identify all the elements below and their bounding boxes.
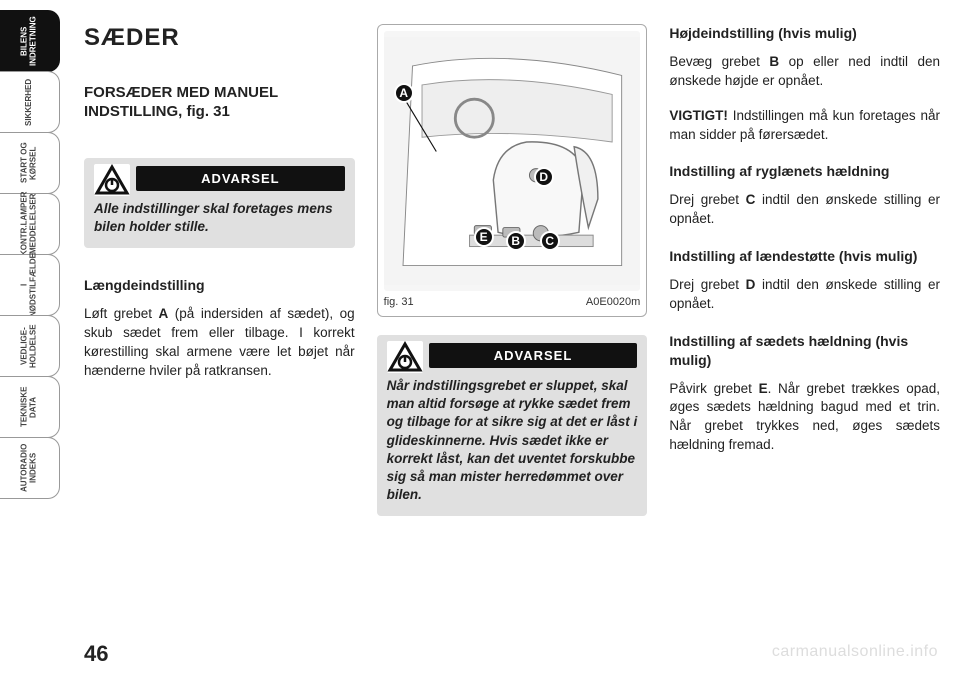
figure-callout: D: [534, 167, 554, 187]
page-body: SÆDER FORSÆDER MED MANUEL INDSTILLING, f…: [60, 0, 960, 677]
sidebar-tab[interactable]: SIKKERHED: [0, 71, 60, 133]
warning-title: ADVARSEL: [429, 343, 638, 369]
section-subtitle: FORSÆDER MED MANUEL INDSTILLING, fig. 31: [84, 84, 355, 122]
sidebar-tab[interactable]: BILENSINDRETNING: [0, 10, 60, 72]
warning-icon: [94, 164, 130, 196]
section-head: Højdeindstilling (hvis mulig): [669, 24, 940, 43]
body-text: Drej grebet C indtil den ønskede stillin…: [669, 191, 940, 229]
figure-box: A D EBC fig. 31 A0E0020m: [377, 24, 648, 317]
section-head: Indstilling af sædets hældning (hvis mul…: [669, 332, 940, 370]
sidebar-tab[interactable]: AUTORADIOINDEKS: [0, 437, 60, 499]
sidebar-tab[interactable]: START OGKØRSEL: [0, 132, 60, 194]
warning-text: Når indstillingsgrebet er sluppet, skal …: [387, 377, 638, 505]
warning-icon: [387, 341, 423, 373]
figure-image: A D EBC: [384, 31, 641, 291]
body-text: Drej grebet D indtil den ønskede stillin…: [669, 276, 940, 314]
warning-text: Alle indstillinger skal foretages mens b…: [94, 200, 345, 236]
figure-callout: E: [474, 227, 494, 247]
column-1: SÆDER FORSÆDER MED MANUEL INDSTILLING, f…: [84, 22, 355, 635]
sidebar-tab[interactable]: KONTR.LAMPERMEDDELELSER: [0, 193, 60, 255]
section-head: Indstilling af ryglænets hældning: [669, 162, 940, 181]
column-2: A D EBC fig. 31 A0E0020m ADVARSEL Når inds…: [377, 22, 648, 635]
sidebar-tab[interactable]: VEDLIGE-HOLDELSE: [0, 315, 60, 377]
figure-caption: fig. 31: [384, 295, 414, 310]
section-head: Indstilling af lændestøtte (hvis mulig): [669, 247, 940, 266]
page-number: 46: [84, 639, 940, 669]
body-text: Bevæg grebet B op eller ned indtil den ø…: [669, 53, 940, 91]
section-head: Længdeindstilling: [84, 276, 355, 295]
body-text: VIGTIGT! Indstillingen må kun foretages …: [669, 107, 940, 145]
body-text: Løft grebet A (på indersiden af sædet), …: [84, 305, 355, 381]
column-3: Højdeindstilling (hvis mulig) Bevæg grebe…: [669, 22, 940, 635]
sidebar-tabs: BILENSINDRETNINGSIKKERHEDSTART OGKØRSELK…: [0, 0, 60, 677]
body-text: Påvirk grebet E. Når grebet trækkes opad…: [669, 380, 940, 456]
page-title: SÆDER: [84, 22, 355, 54]
warning-box-1: ADVARSEL Alle indstillinger skal foretag…: [84, 158, 355, 248]
figure-callout: B: [506, 231, 526, 251]
figure-callout: C: [540, 231, 560, 251]
figure-callout: A: [394, 83, 414, 103]
warning-box-2: ADVARSEL Når indstillingsgrebet er slupp…: [377, 335, 648, 517]
sidebar-tab[interactable]: TEKNISKE DATA: [0, 376, 60, 438]
sidebar-tab[interactable]: I NØDSTILFÆLDE: [0, 254, 60, 316]
warning-title: ADVARSEL: [136, 166, 345, 192]
figure-code: A0E0020m: [586, 295, 640, 310]
